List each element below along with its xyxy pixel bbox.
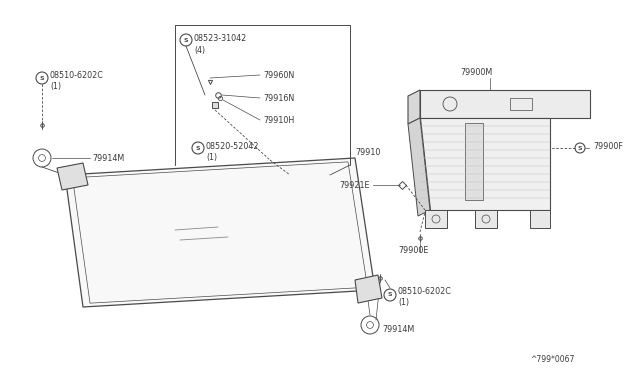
Polygon shape — [425, 210, 447, 228]
Polygon shape — [475, 210, 497, 228]
Bar — [510, 98, 532, 110]
Circle shape — [180, 34, 192, 46]
Text: 79900M: 79900M — [460, 67, 492, 77]
Text: 08510-6202C: 08510-6202C — [50, 71, 104, 80]
Text: 79900F: 79900F — [593, 141, 623, 151]
Text: 79960N: 79960N — [263, 71, 294, 80]
Circle shape — [361, 316, 379, 334]
Text: 79921E: 79921E — [339, 180, 370, 189]
Text: S: S — [388, 292, 392, 298]
Text: 79910H: 79910H — [263, 115, 294, 125]
Text: S: S — [196, 145, 200, 151]
Circle shape — [33, 149, 51, 167]
Bar — [465, 123, 483, 200]
Polygon shape — [408, 118, 430, 216]
Text: (1): (1) — [50, 81, 61, 90]
Circle shape — [384, 289, 396, 301]
Polygon shape — [65, 158, 375, 307]
Text: (4): (4) — [194, 45, 205, 55]
Text: (1): (1) — [206, 153, 217, 161]
Text: S: S — [40, 76, 44, 80]
Text: 08510-6202C: 08510-6202C — [398, 288, 452, 296]
Polygon shape — [420, 118, 550, 210]
Text: (1): (1) — [398, 298, 409, 308]
Circle shape — [367, 321, 373, 328]
Text: S: S — [578, 145, 582, 151]
Polygon shape — [420, 90, 590, 118]
Text: S: S — [184, 38, 188, 42]
Polygon shape — [408, 90, 420, 124]
Circle shape — [575, 143, 585, 153]
Text: 79910: 79910 — [355, 148, 380, 157]
Text: 08523-31042: 08523-31042 — [194, 33, 247, 42]
Text: ^799*0067: ^799*0067 — [530, 356, 574, 365]
Circle shape — [38, 155, 45, 161]
Circle shape — [192, 142, 204, 154]
Text: 79914M: 79914M — [92, 154, 124, 163]
Polygon shape — [57, 163, 88, 190]
Circle shape — [36, 72, 48, 84]
Text: 79914M: 79914M — [382, 326, 414, 334]
Polygon shape — [530, 210, 550, 228]
Text: 08520-52042: 08520-52042 — [206, 141, 259, 151]
Text: 79900E: 79900E — [398, 246, 428, 254]
Text: 79916N: 79916N — [263, 93, 294, 103]
Polygon shape — [355, 275, 382, 303]
